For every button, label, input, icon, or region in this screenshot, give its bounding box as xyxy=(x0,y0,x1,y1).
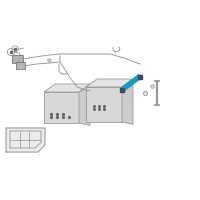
Polygon shape xyxy=(6,128,45,152)
Polygon shape xyxy=(12,55,23,63)
Polygon shape xyxy=(122,81,133,124)
Polygon shape xyxy=(86,87,122,122)
Polygon shape xyxy=(44,92,79,123)
Polygon shape xyxy=(16,62,25,69)
Polygon shape xyxy=(44,84,90,92)
Polygon shape xyxy=(79,86,90,125)
Polygon shape xyxy=(86,79,133,87)
